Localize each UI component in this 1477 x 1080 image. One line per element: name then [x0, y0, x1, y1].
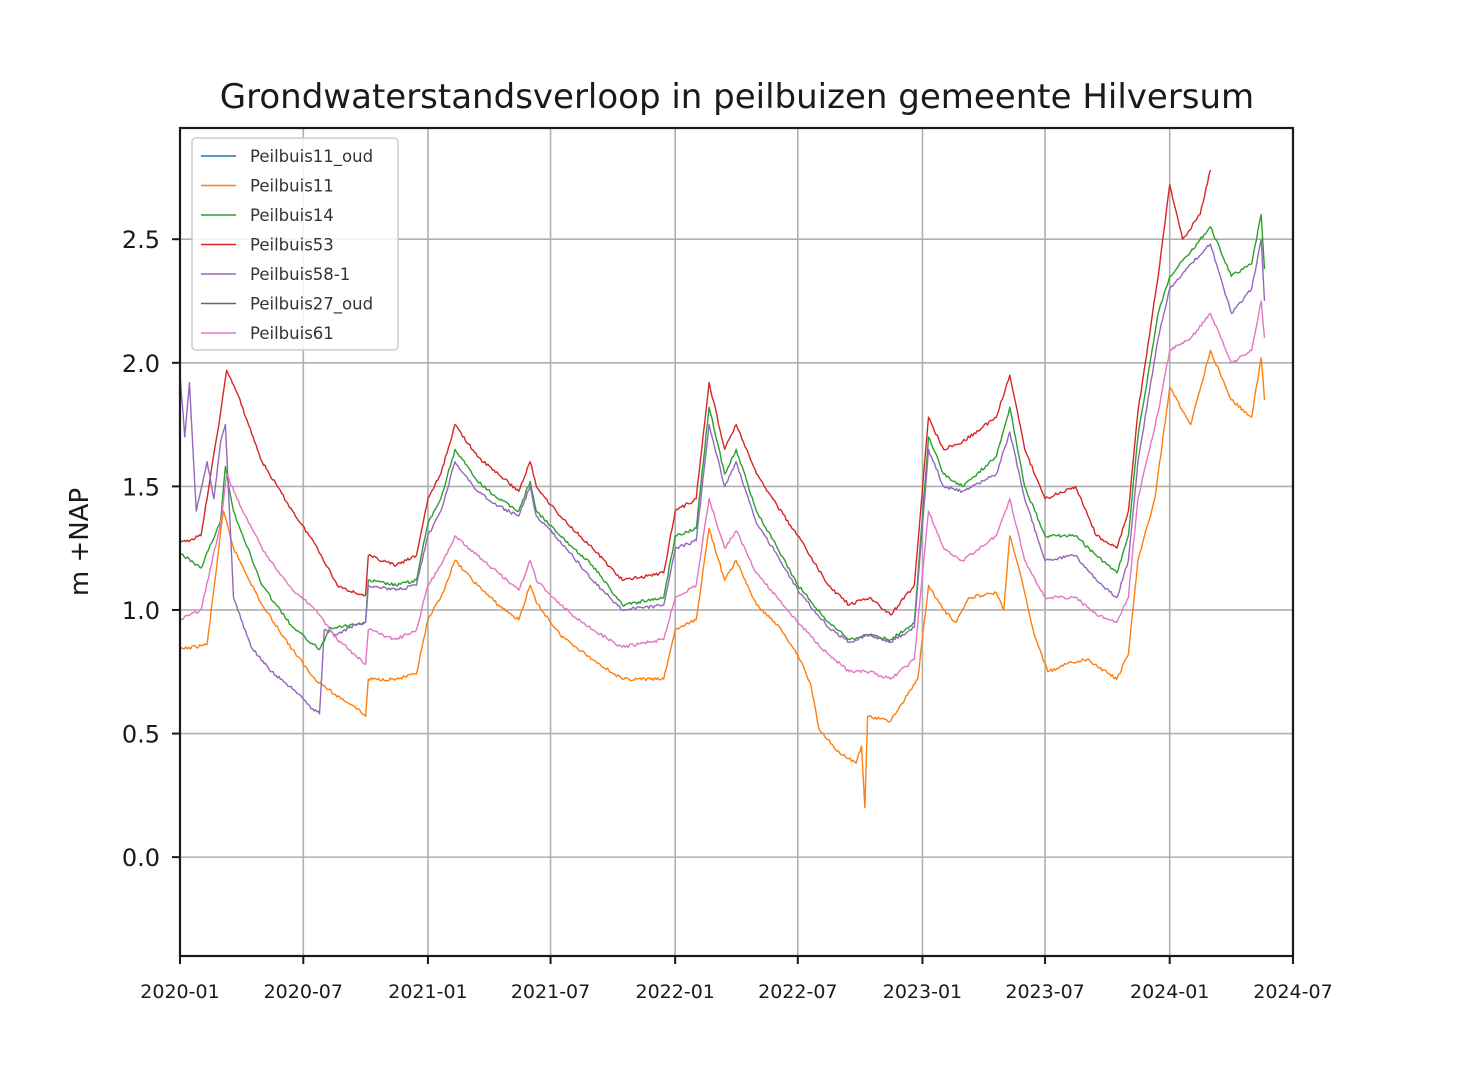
- x-tick-label: 2022-01: [635, 981, 714, 1003]
- y-axis: 0.0 0.5 1.0 1.5 2.0 2.5: [122, 226, 180, 872]
- x-tick-label: 2021-07: [511, 981, 590, 1003]
- series-line-peilbuis53: [179, 169, 1212, 616]
- legend-label: Peilbuis58-1: [250, 265, 350, 284]
- chart-title: Grondwaterstandsverloop in peilbuizen ge…: [220, 77, 1254, 117]
- y-tick-label: 1.5: [122, 473, 160, 501]
- x-tick-label: 2020-07: [264, 981, 343, 1003]
- legend-label: Peilbuis11: [250, 177, 334, 196]
- legend-label: Peilbuis61: [250, 324, 334, 343]
- series-layer: [179, 169, 1266, 809]
- legend-label: Peilbuis53: [250, 236, 334, 255]
- x-tick-label: 2024-07: [1253, 981, 1332, 1003]
- x-tick-label: 2021-01: [388, 981, 467, 1003]
- x-tick-label: 2024-01: [1130, 981, 1209, 1003]
- legend-label: Peilbuis11_oud: [250, 147, 373, 167]
- x-axis: 2020-01 2020-07 2021-01 2021-07 2022-01 2022-…: [140, 956, 1333, 1003]
- y-tick-label: 0.0: [122, 844, 160, 872]
- y-tick-label: 0.5: [122, 721, 160, 749]
- series-line-peilbuis58-1: [179, 238, 1266, 715]
- legend-label: Peilbuis27_oud: [250, 295, 373, 315]
- series-line-peilbuis11: [179, 349, 1266, 809]
- y-axis-label: m +NAP: [65, 488, 95, 596]
- x-tick-label: 2022-07: [758, 981, 837, 1003]
- y-tick-label: 2.0: [122, 350, 160, 378]
- series-line-peilbuis61: [179, 300, 1266, 680]
- x-tick-label: 2023-07: [1005, 981, 1084, 1003]
- legend: Peilbuis11_oud Peilbuis11 Peilbuis14 Peilbu…: [191, 137, 399, 351]
- y-tick-label: 1.0: [122, 597, 160, 625]
- y-tick-label: 2.5: [122, 226, 160, 254]
- x-tick-label: 2023-01: [883, 981, 962, 1003]
- legend-label: Peilbuis14: [250, 206, 334, 225]
- legend-box: [191, 137, 399, 351]
- plot-area-frame: [178, 126, 1295, 958]
- x-tick-label: 2020-01: [140, 981, 219, 1003]
